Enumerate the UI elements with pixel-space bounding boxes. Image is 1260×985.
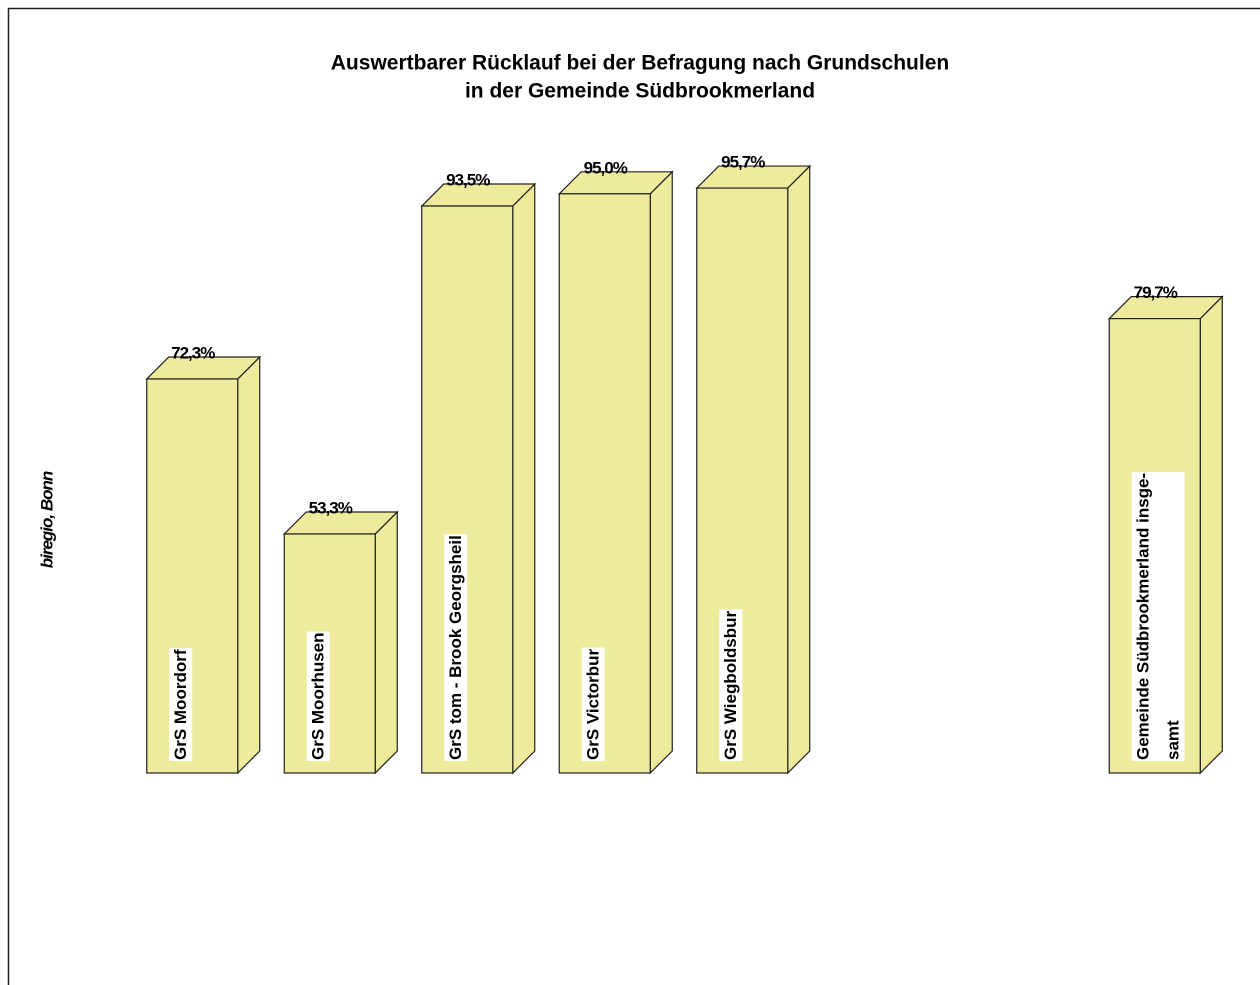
bar bbox=[282, 510, 399, 775]
chart-title: in der Gemeinde Südbrookmerland bbox=[465, 80, 815, 103]
bar-front bbox=[421, 205, 514, 774]
value-label: 53,3% bbox=[309, 498, 353, 517]
category-label: GrS Moordorf bbox=[171, 649, 190, 760]
value-label: 93,5% bbox=[446, 171, 490, 190]
bar-side bbox=[237, 355, 261, 775]
bar bbox=[557, 170, 674, 775]
bar-front bbox=[146, 378, 239, 774]
value-label: 95,0% bbox=[584, 158, 628, 177]
category-label-bg bbox=[719, 609, 743, 761]
category-label-bg bbox=[169, 648, 193, 761]
bar bbox=[695, 164, 812, 775]
value-label: 72,3% bbox=[171, 343, 215, 362]
bar bbox=[420, 182, 537, 775]
category-label-bg bbox=[1131, 471, 1185, 761]
category-label: Gemeinde Südbrookmerland insge-samt bbox=[1134, 473, 1183, 760]
value-label: 95,7% bbox=[721, 153, 765, 172]
category-label: GrS tom - Brook Georgsheil bbox=[446, 535, 465, 760]
bar-front bbox=[558, 193, 651, 774]
category-label: GrS Moorhusen bbox=[309, 632, 328, 760]
bar-side bbox=[787, 164, 811, 775]
bar-side bbox=[649, 170, 673, 775]
value-label: 79,7% bbox=[1134, 283, 1178, 302]
bar-side bbox=[1199, 295, 1223, 775]
category-label-bg bbox=[581, 647, 605, 761]
bar-front bbox=[696, 187, 789, 774]
bar-front bbox=[283, 533, 376, 774]
category-label-bg bbox=[306, 631, 330, 761]
chart-title: Auswertbarer Rücklauf bei der Befragung … bbox=[331, 52, 949, 75]
bar-side bbox=[512, 182, 536, 775]
bar bbox=[145, 355, 262, 775]
category-label: GrS Wiegboldsbur bbox=[721, 611, 740, 760]
source-note: biregio, Bonn bbox=[37, 471, 56, 568]
category-label: GrS Victorbur bbox=[584, 648, 603, 760]
category-label-bg bbox=[444, 534, 468, 761]
bar-side bbox=[374, 510, 398, 775]
